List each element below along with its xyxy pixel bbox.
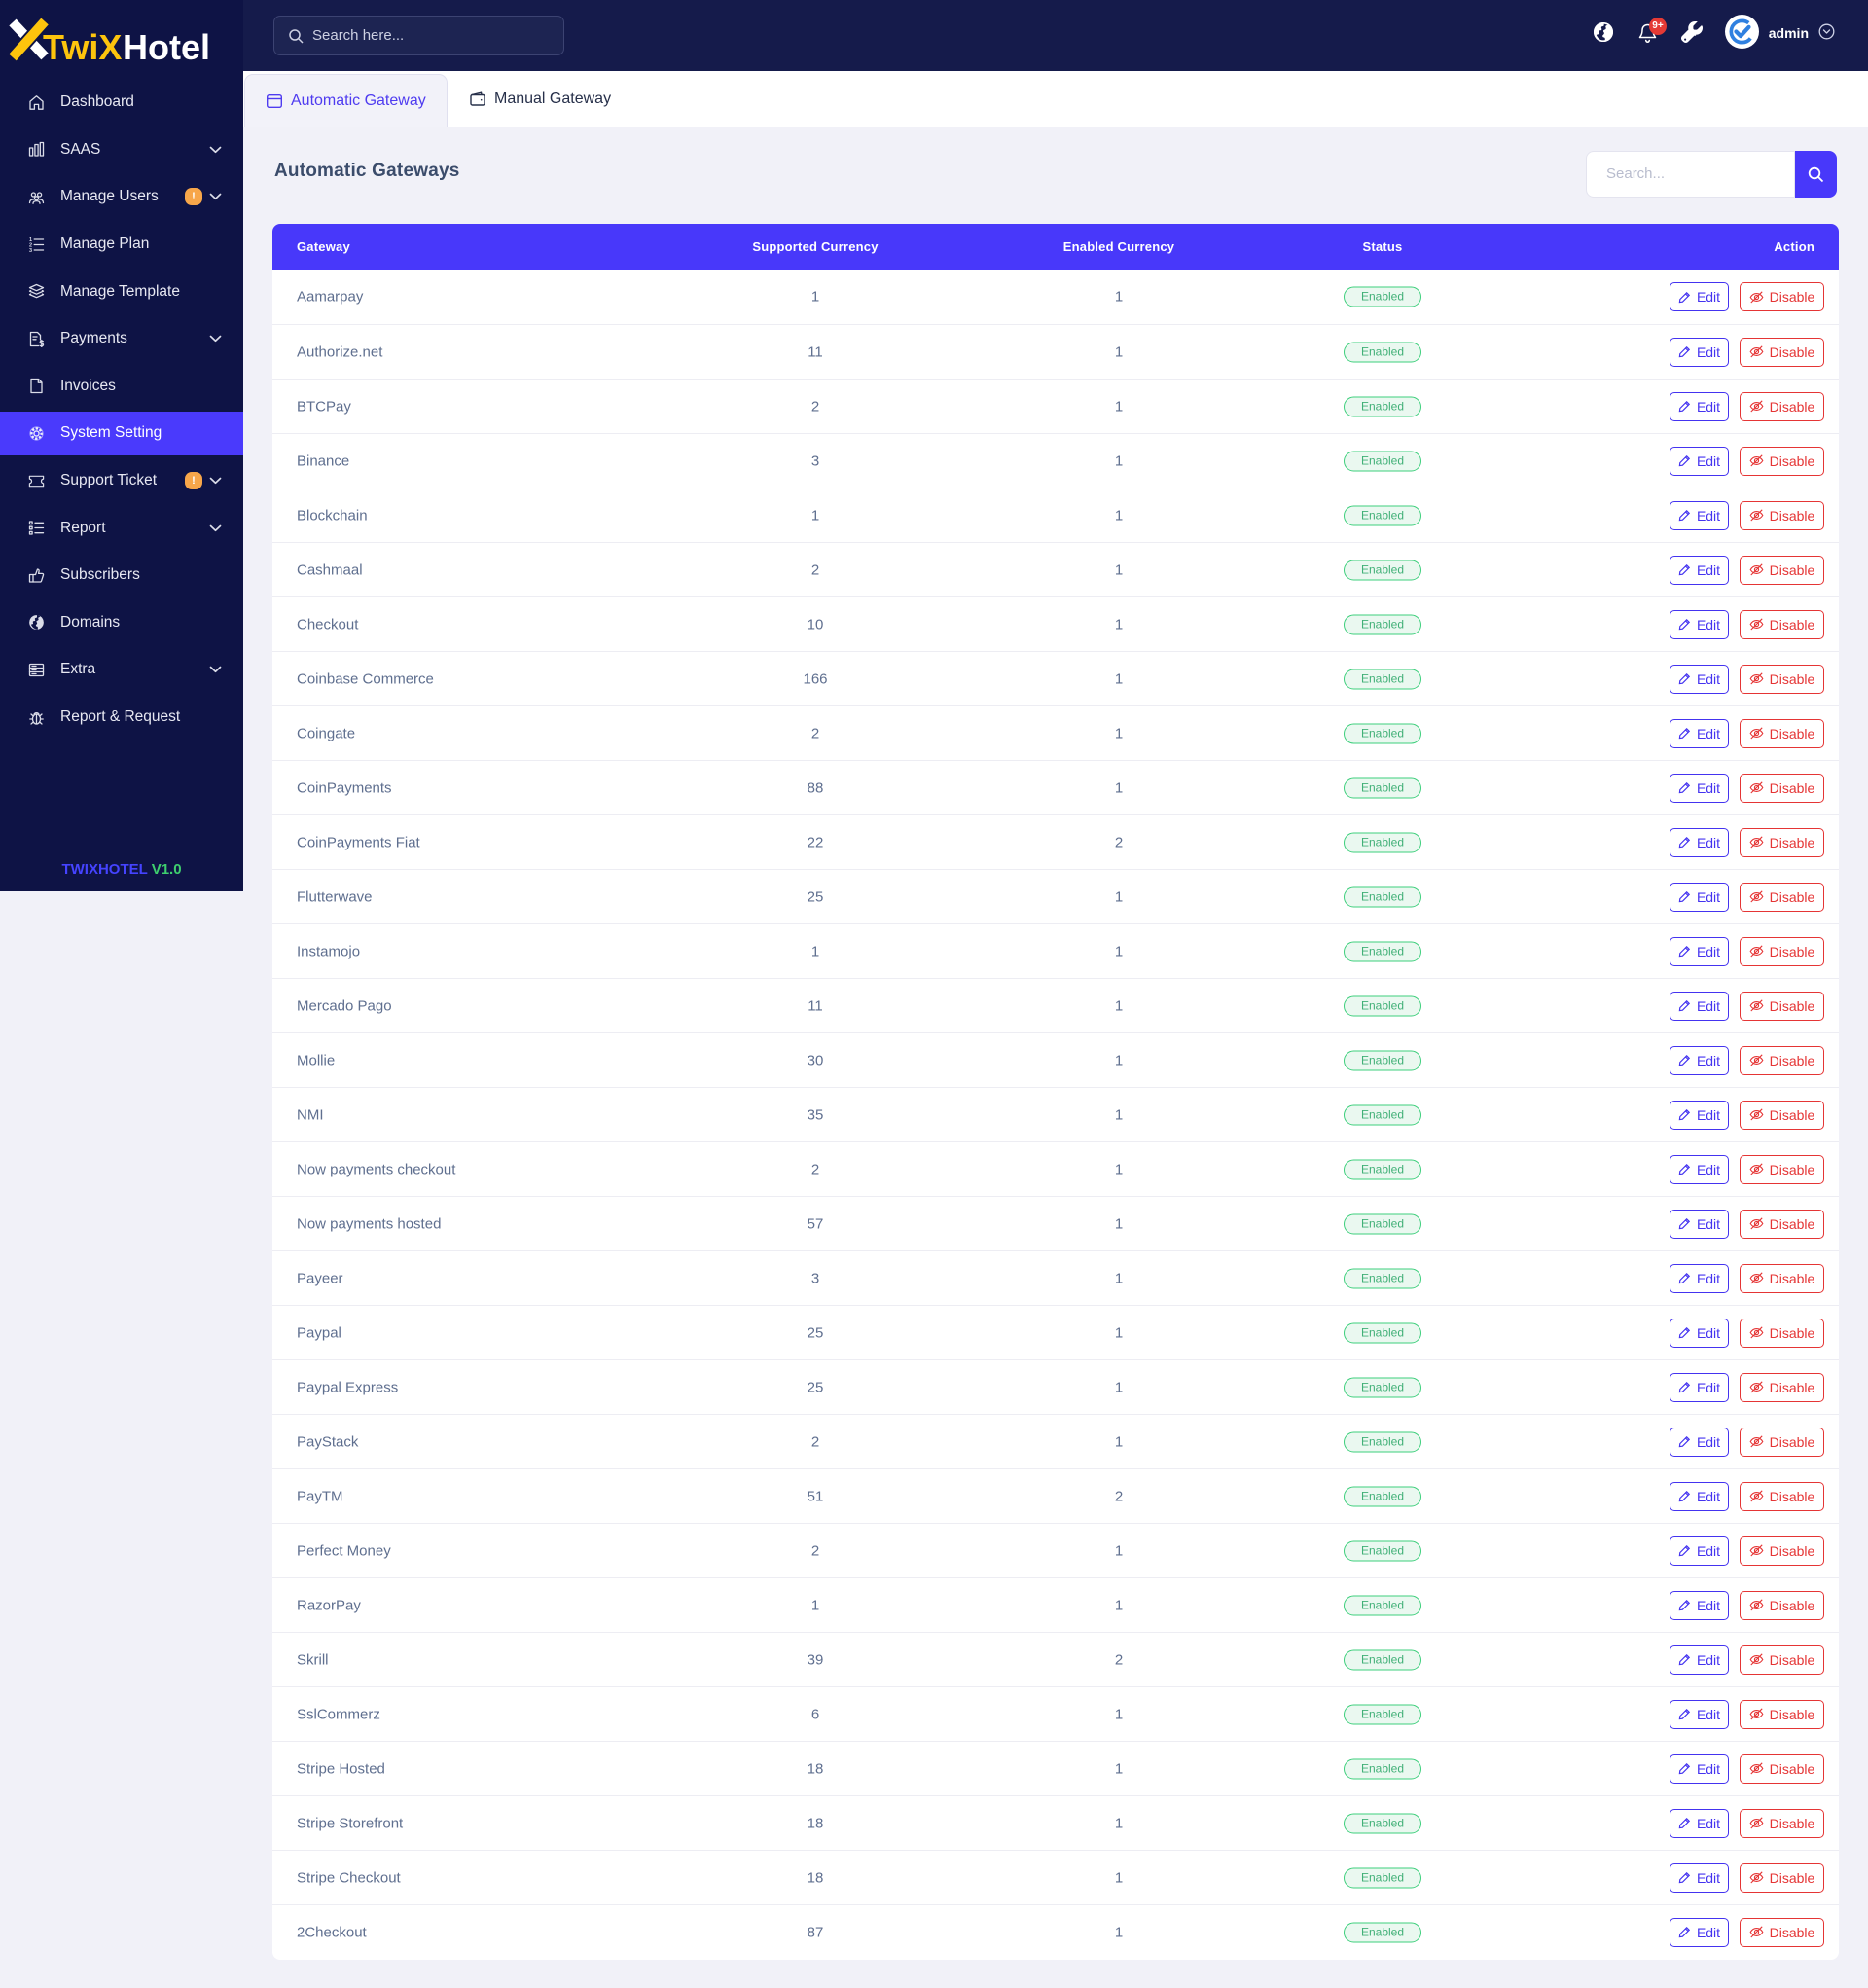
svg-text:TwiX: TwiX	[43, 27, 122, 67]
svg-text:1: 1	[29, 237, 32, 243]
svg-text:2: 2	[29, 242, 32, 248]
svg-text:Hotel: Hotel	[123, 27, 210, 67]
svg-text:3: 3	[29, 248, 32, 253]
